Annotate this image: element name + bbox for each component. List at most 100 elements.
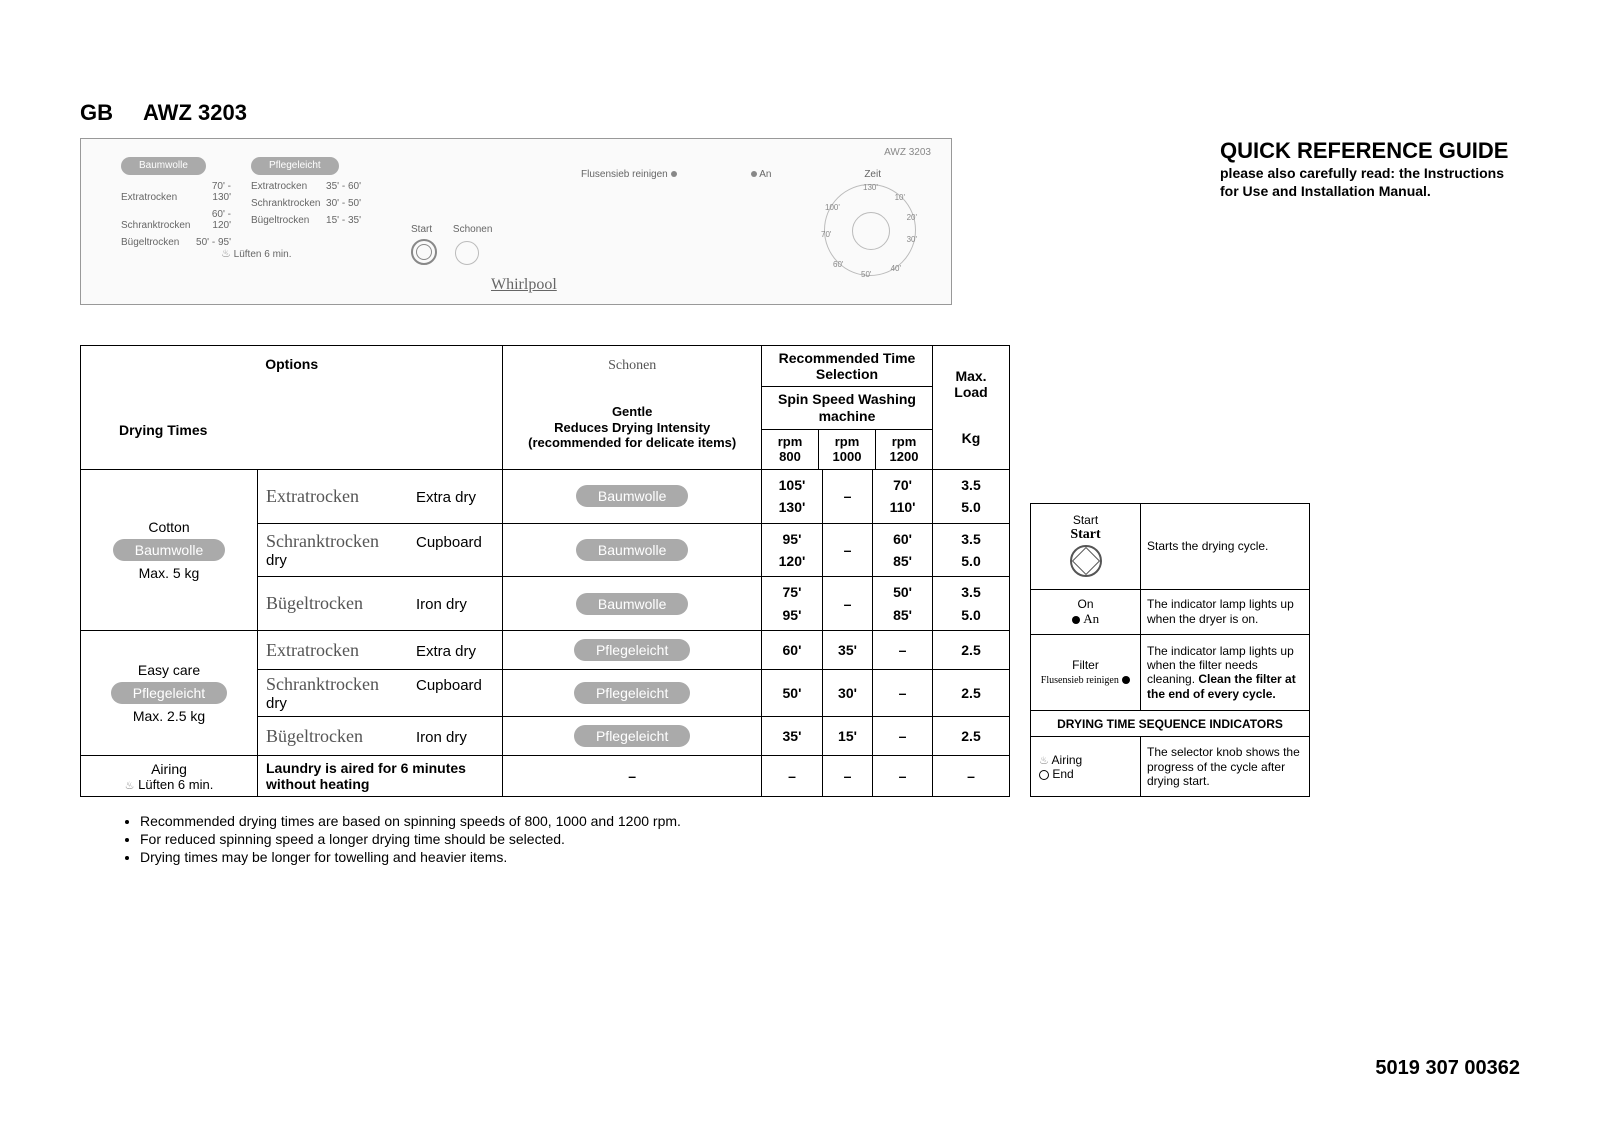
prog-german: Bügeltrocken bbox=[266, 593, 416, 614]
baumwolle-pill: Baumwolle bbox=[113, 539, 225, 561]
filter-text: Flusensieb reinigen bbox=[581, 169, 668, 180]
time-value: – bbox=[873, 670, 933, 717]
indicator-table: Start Start Starts the drying cycle. On … bbox=[1030, 503, 1310, 797]
panel-model: AWZ 3203 bbox=[884, 147, 931, 158]
option-pill: Baumwolle bbox=[576, 485, 688, 507]
part-number: 5019 307 00362 bbox=[1375, 1057, 1520, 1080]
panel-label: Extratrocken bbox=[251, 181, 321, 192]
on-desc: The indicator lamp lights up when the dr… bbox=[1141, 589, 1310, 634]
time-value: 50' bbox=[761, 670, 822, 717]
dot-icon bbox=[1122, 676, 1130, 684]
time-value: 35' bbox=[822, 631, 872, 670]
panel-time: 70' - 130' bbox=[191, 181, 231, 203]
footer-note: For reduced spinning speed a longer dryi… bbox=[140, 831, 1520, 847]
load-value: 2.5 bbox=[933, 670, 1010, 717]
footer-note: Drying times may be longer for towelling… bbox=[140, 849, 1520, 865]
load-value: 5.0 bbox=[961, 553, 980, 569]
dial-num: 70' bbox=[821, 230, 831, 239]
dash: – bbox=[933, 756, 1010, 797]
dash: – bbox=[822, 756, 872, 797]
option-pill: Baumwolle bbox=[576, 539, 688, 561]
start-icon bbox=[1070, 545, 1102, 577]
filter-label: Filter bbox=[1037, 658, 1134, 672]
load-value: 3.5 bbox=[961, 584, 980, 600]
time-value: 130' bbox=[779, 499, 806, 515]
airing-category: Airing bbox=[89, 761, 249, 777]
prog-en: Iron dry bbox=[416, 729, 467, 746]
easycare-max: Max. 2.5 kg bbox=[89, 708, 249, 724]
option-pill: Pflegeleicht bbox=[574, 725, 690, 747]
timer-dial: 130' 10' 20' 30' 40' 50' 60' 70' 100' bbox=[824, 184, 916, 276]
kg-header: Kg bbox=[941, 430, 1001, 446]
easycare-category: Easy care bbox=[89, 662, 249, 678]
time-value: 95' bbox=[783, 607, 802, 623]
prog-german: Extratrocken bbox=[266, 640, 416, 661]
panel-label: Schranktrocken bbox=[251, 198, 321, 209]
dial-num: 50' bbox=[861, 270, 871, 279]
on-indicator: An bbox=[751, 169, 771, 180]
time-value: 95' bbox=[783, 531, 802, 547]
panel-label: Bügeltrocken bbox=[121, 237, 191, 248]
pflegeleicht-pill: Pflegeleicht bbox=[111, 682, 227, 704]
load-value: 3.5 bbox=[961, 477, 980, 493]
dash: – bbox=[873, 756, 933, 797]
time-value: 15' bbox=[822, 717, 872, 756]
time-value: 85' bbox=[893, 607, 912, 623]
airing-label: Lüften 6 min. bbox=[234, 249, 292, 260]
panel-airing: ♨ Lüften 6 min. bbox=[221, 247, 291, 260]
rec-time-header: Recommended Time Selection bbox=[761, 346, 932, 387]
load-value: 5.0 bbox=[961, 499, 980, 515]
dial-num: 60' bbox=[833, 260, 843, 269]
prog-en: Extra dry bbox=[416, 643, 476, 660]
time-value: 50' bbox=[893, 584, 912, 600]
panel-time: 35' - 60' bbox=[321, 181, 361, 192]
an-text: An bbox=[759, 169, 771, 180]
dash: – bbox=[503, 756, 762, 797]
model-number: AWZ 3203 bbox=[143, 100, 247, 126]
airing-icon: ♨ bbox=[1039, 755, 1049, 767]
rpm800-header: rpm800 bbox=[762, 430, 819, 469]
dial-num: 100' bbox=[825, 203, 840, 212]
dot-icon bbox=[671, 171, 677, 177]
circle-icon bbox=[1039, 770, 1049, 780]
option-pill: Pflegeleicht bbox=[574, 639, 690, 661]
spin-speed-header: Spin Speed Washing machine bbox=[762, 387, 932, 430]
time-value: 60' bbox=[893, 531, 912, 547]
seq-header: DRYING TIME SEQUENCE INDICATORS bbox=[1031, 710, 1310, 736]
time-value: 105' bbox=[779, 477, 806, 493]
dial-num: 130' bbox=[863, 183, 878, 192]
load-value: 2.5 bbox=[933, 717, 1010, 756]
panel-label: Extratrocken bbox=[121, 192, 191, 203]
schonen-button-icon bbox=[455, 241, 479, 265]
dial-num: 20' bbox=[907, 213, 917, 222]
time-value: – bbox=[822, 577, 872, 631]
start-label: Start bbox=[411, 224, 432, 235]
guide-subtitle: please also carefully read: the Instruct… bbox=[1220, 164, 1520, 200]
dial-num: 10' bbox=[895, 193, 905, 202]
zeit-label: Zeit bbox=[864, 169, 881, 180]
seq-desc: The selector knob shows the progress of … bbox=[1141, 737, 1310, 797]
schonen-sub: GentleReduces Drying Intensity (recommen… bbox=[528, 404, 736, 450]
filter-german: Flusensieb reinigen bbox=[1041, 675, 1119, 686]
pflegeleicht-pill: Pflegeleicht bbox=[251, 157, 339, 175]
country-code: GB bbox=[80, 100, 113, 126]
time-value: – bbox=[822, 469, 872, 523]
start-desc: Starts the drying cycle. bbox=[1141, 504, 1310, 590]
airing-icon: ♨ bbox=[221, 248, 231, 260]
prog-german: Bügeltrocken bbox=[266, 726, 416, 747]
load-value: 3.5 bbox=[961, 531, 980, 547]
panel-time: 30' - 50' bbox=[321, 198, 361, 209]
dial-num: 30' bbox=[907, 235, 917, 244]
guide-title: QUICK REFERENCE GUIDE bbox=[1220, 138, 1520, 164]
baumwolle-pill: Baumwolle bbox=[121, 157, 206, 175]
dial-num: 40' bbox=[891, 264, 901, 273]
time-value: – bbox=[822, 523, 872, 577]
seq-airing: Airing bbox=[1052, 753, 1083, 767]
option-pill: Baumwolle bbox=[576, 593, 688, 615]
airing-sub: Lüften 6 min. bbox=[138, 777, 213, 792]
prog-en: Extra dry bbox=[416, 489, 476, 506]
prog-en: Iron dry bbox=[416, 596, 467, 613]
panel-label: Bügeltrocken bbox=[251, 215, 321, 226]
filter-desc: The indicator lamp lights up when the fi… bbox=[1141, 634, 1310, 710]
dot-icon bbox=[1072, 616, 1080, 624]
